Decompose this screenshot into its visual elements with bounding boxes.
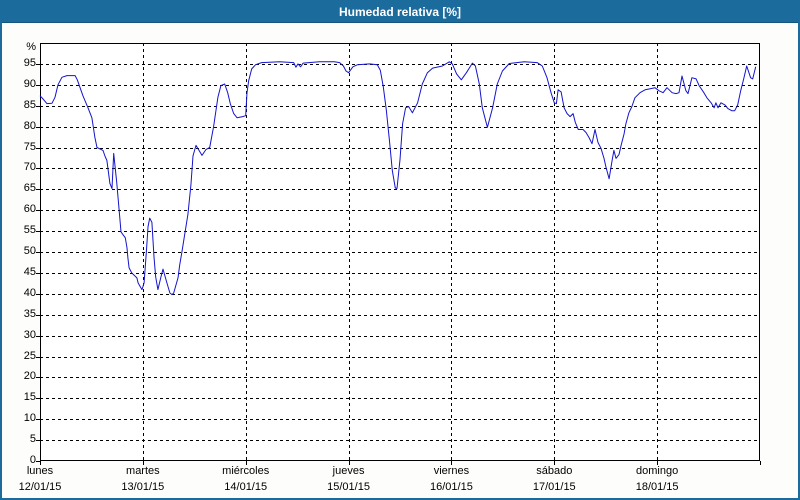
x-day-name-label: martes <box>126 465 160 477</box>
window-title: Humedad relativa [%] <box>338 5 462 19</box>
humidity-series-line <box>39 61 757 296</box>
x-day-date-label: 13/01/15 <box>121 481 165 493</box>
x-day-date-label: 18/01/15 <box>635 481 679 493</box>
x-day-name-label: viernes <box>433 465 470 477</box>
x-day-date-label: 16/01/15 <box>430 481 473 493</box>
x-day-name-label: domingo <box>636 465 679 477</box>
gridlines <box>40 43 760 461</box>
x-day-name-label: sábado <box>536 465 573 477</box>
y-tick-label: 60 <box>23 203 36 216</box>
x-day-date-label: 15/01/15 <box>327 481 370 493</box>
plot-border <box>40 43 760 461</box>
y-tick-label: 30 <box>23 328 36 341</box>
y-tick-label: 95 <box>23 56 36 69</box>
y-tick-label: 5 <box>29 433 36 446</box>
y-tick-label: 15 <box>23 391 36 404</box>
y-tick-label: 50 <box>23 245 36 257</box>
y-tick-label: 80 <box>23 119 36 132</box>
y-tick-label: 65 <box>23 182 36 195</box>
chart-area: % 0 5 10 15 20 25 30 35 40 45 50 55 60 65 70 75 80 85 90 95… <box>2 23 798 498</box>
y-tick-label: 70 <box>23 161 36 174</box>
y-tick-label: 55 <box>23 224 36 237</box>
y-tick-label: 25 <box>23 349 36 362</box>
y-tick-label: 10 <box>23 412 36 425</box>
x-day-name-label: miércoles <box>222 465 270 477</box>
window-titlebar: Humedad relativa [%] <box>2 2 798 23</box>
y-tick-label: 45 <box>23 265 36 278</box>
y-tick-label: 35 <box>23 307 36 320</box>
humidity-line-chart <box>36 43 761 465</box>
x-day-date-label: 12/01/15 <box>18 481 62 493</box>
x-day-date-label: 17/01/15 <box>532 481 576 493</box>
axis-ticks <box>36 64 761 465</box>
y-tick-label: 0 <box>29 454 36 466</box>
x-day-date-label: 14/01/15 <box>224 481 268 493</box>
y-tick-label: 90 <box>23 77 36 90</box>
y-tick-label: 75 <box>23 140 36 153</box>
x-day-name-label: jueves <box>332 465 365 477</box>
y-tick-label: 85 <box>23 98 36 111</box>
y-tick-label: 20 <box>23 370 36 383</box>
x-day-name-label: lunes <box>26 465 54 477</box>
y-axis-unit-label: % <box>26 41 36 53</box>
y-tick-label: 40 <box>23 286 36 299</box>
